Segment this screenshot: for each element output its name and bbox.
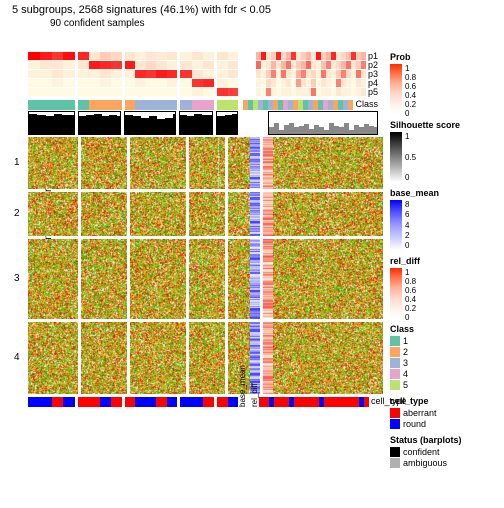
heatmap-block	[228, 239, 250, 319]
mid-label-rel_diff: rel_diff	[250, 399, 259, 407]
heatmap-block	[81, 137, 127, 189]
heatmap-block	[189, 322, 225, 394]
base-mean-track	[250, 137, 260, 189]
rel-diff-track	[263, 137, 273, 189]
heatmap-block	[28, 239, 78, 319]
legend-basemean: base_mean86420	[390, 188, 500, 250]
prob-label-p5: p5	[368, 88, 378, 96]
silhouette-track	[28, 111, 378, 133]
heatmap-area: 1234	[28, 137, 378, 394]
group-label-3: 3	[14, 273, 20, 284]
heatmap-block	[130, 239, 186, 319]
heatmap-block	[130, 322, 186, 394]
heatmap-block	[189, 137, 225, 189]
base-mean-track	[250, 239, 260, 319]
class-track: Class	[28, 100, 378, 110]
prob-track-p4: p4	[28, 79, 378, 87]
group-label-1: 1	[14, 157, 20, 168]
prob-track-p5: p5	[28, 88, 378, 96]
mid-label-base_mean: base_mean	[238, 399, 247, 407]
legend-silhouette: Silhouette score10.50	[390, 120, 500, 182]
rel-diff-track	[263, 322, 273, 394]
rel-diff-track	[263, 192, 273, 236]
celltype-track: base_meanrel_diffcell_type	[28, 397, 378, 407]
prob-label-p3: p3	[368, 70, 378, 78]
group-label-4: 4	[14, 352, 20, 363]
heatmap-block	[81, 192, 127, 236]
heatmap-block	[28, 137, 78, 189]
heatmap-block	[81, 239, 127, 319]
prob-track-p2: p2	[28, 61, 378, 69]
legend-status: Status (barplots)confidentambiguous	[390, 435, 500, 468]
heatmap-block	[228, 192, 250, 236]
heatmap-block	[273, 137, 383, 189]
legend-class: Class12345	[390, 324, 500, 390]
prob-label-p1: p1	[368, 52, 378, 60]
heatmap-block	[273, 192, 383, 236]
prob-track-p1: p1	[28, 52, 378, 60]
heatmap-block	[273, 322, 383, 394]
class-label: Class	[355, 100, 378, 110]
heatmap-block	[28, 192, 78, 236]
heatmap-block	[189, 239, 225, 319]
prob-label-p4: p4	[368, 79, 378, 87]
heatmap-block	[228, 137, 250, 189]
heatmap-block	[28, 322, 78, 394]
main-title: 5 subgroups, 2568 signatures (46.1%) wit…	[12, 4, 504, 16]
prob-track-p3: p3	[28, 70, 378, 78]
heatmap-block	[130, 192, 186, 236]
legend-celltype: cell_typeaberrantround	[390, 396, 500, 429]
legend-area: Prob10.80.60.40.20Silhouette score10.50b…	[390, 52, 500, 474]
subtitle: 90 confident samples	[50, 18, 504, 29]
heatmap-block	[81, 322, 127, 394]
heatmap-block	[189, 192, 225, 236]
group-label-2: 2	[14, 208, 20, 219]
legend-prob: Prob10.80.60.40.20	[390, 52, 500, 114]
legend-reldiff: rel_diff10.80.60.40.20	[390, 256, 500, 318]
rel-diff-track	[263, 239, 273, 319]
prob-label-p2: p2	[368, 61, 378, 69]
heatmap-block	[130, 137, 186, 189]
main-plot-area: k-means with 4 groups p1p2p3p4p5Class123…	[28, 52, 378, 407]
heatmap-block	[273, 239, 383, 319]
base-mean-track	[250, 192, 260, 236]
